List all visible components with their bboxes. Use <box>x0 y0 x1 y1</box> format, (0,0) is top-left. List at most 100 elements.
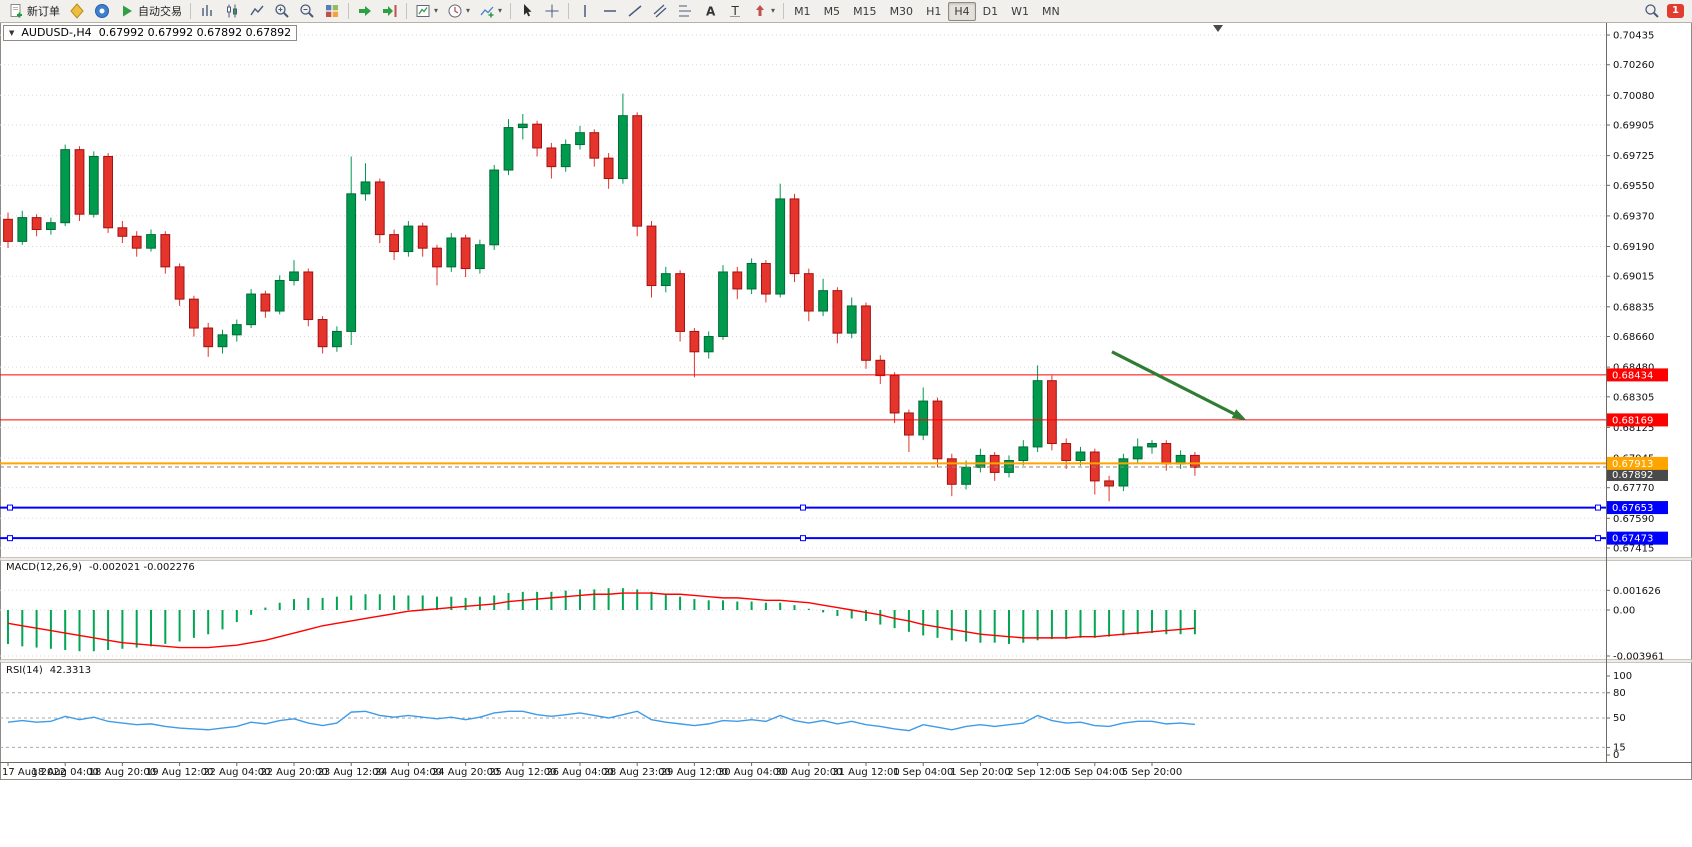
crosshair-button[interactable] <box>540 2 564 21</box>
level-price-text: 0.68434 <box>1612 370 1653 381</box>
svg-text:A: A <box>706 5 716 19</box>
timeframe-d1-button[interactable]: D1 <box>977 2 1004 21</box>
candle <box>360 181 371 195</box>
channel-button[interactable] <box>648 2 672 21</box>
new-chart-button[interactable]: ▾ <box>411 2 442 21</box>
time-axis-label: 5 Sep 20:00 <box>1122 767 1182 778</box>
bar-chart-button[interactable] <box>195 2 219 21</box>
vertical-line-button[interactable] <box>573 2 597 21</box>
candle <box>1075 451 1086 462</box>
timeframe-w1-button[interactable]: W1 <box>1005 2 1035 21</box>
current-price-text: 0.67892 <box>1612 470 1653 481</box>
price-tick-label: 0.69725 <box>1613 151 1654 162</box>
candle <box>374 181 385 236</box>
chart-shift-button[interactable] <box>378 2 402 21</box>
dropdown-arrow-icon: ▾ <box>771 6 776 15</box>
price-tick-label: 0.68660 <box>1613 332 1654 343</box>
new-chart-icon <box>416 5 430 17</box>
trend-arrow-head[interactable] <box>1231 409 1247 421</box>
line-handle[interactable] <box>7 535 13 542</box>
community-button[interactable] <box>90 2 114 21</box>
cursor-button[interactable] <box>515 2 539 21</box>
time-axis-label: 29 Aug 12:00 <box>661 767 728 778</box>
chart-shift-marker[interactable] <box>1213 25 1223 32</box>
trendline-button[interactable] <box>623 2 647 21</box>
zoom-in-button[interactable] <box>270 2 294 21</box>
timeframe-m15-button[interactable]: M15 <box>847 2 883 21</box>
candles <box>3 93 1200 502</box>
timeframe-m5-button[interactable]: M5 <box>818 2 847 21</box>
line-handle[interactable] <box>800 535 806 542</box>
time-axis-label: 30 Aug 20:00 <box>775 767 842 778</box>
new-order-button[interactable]: 新订单 <box>4 2 64 21</box>
autotrading-button[interactable]: 自动交易 <box>115 2 186 21</box>
profiles-button[interactable]: ▾ <box>443 2 474 21</box>
candle <box>732 271 743 290</box>
level-price-label <box>1606 531 1668 545</box>
candle <box>1104 480 1114 487</box>
timeframe-h4-button[interactable]: H4 <box>948 1 976 21</box>
time-axis-label: 24 Aug 20:00 <box>432 767 499 778</box>
level-price-label <box>1606 413 1668 427</box>
timeframe-mn-button[interactable]: MN <box>1036 2 1066 21</box>
line-handle[interactable] <box>1595 504 1601 511</box>
search-button[interactable] <box>1640 2 1664 21</box>
candle <box>789 198 800 275</box>
candle <box>17 217 28 242</box>
candle <box>103 155 113 229</box>
panel-separator[interactable] <box>0 659 1692 663</box>
candle <box>203 327 214 348</box>
candle <box>803 273 814 312</box>
horizontal-line-button[interactable] <box>598 2 622 21</box>
candle <box>660 273 671 287</box>
auto-scroll-button[interactable] <box>353 2 377 21</box>
candle <box>675 273 686 332</box>
zoom-out-button[interactable] <box>295 2 319 21</box>
panel-separator[interactable] <box>0 557 1692 561</box>
macd-tick-label: 0.00 <box>1613 606 1635 617</box>
candle <box>1190 454 1200 468</box>
toolbar: 新订单 自动交易 <box>0 0 1692 23</box>
text-label-button[interactable]: T <box>723 2 747 21</box>
cursor-icon <box>524 4 532 17</box>
line-handle[interactable] <box>7 504 13 511</box>
trend-arrow-line[interactable] <box>1111 350 1235 416</box>
candle <box>1132 446 1143 460</box>
line-handle[interactable] <box>1595 535 1601 542</box>
chart-title-box: ▼ AUDUSD-,H4 0.67992 0.67992 0.67892 0.6… <box>3 25 298 41</box>
price-tick-label: 0.67415 <box>1613 544 1654 555</box>
line-chart-button[interactable] <box>245 2 269 21</box>
symbol-dropdown-icon[interactable]: ▼ <box>9 29 15 37</box>
new-order-icon <box>10 4 22 18</box>
notification-badge[interactable]: 1 <box>1667 4 1684 18</box>
tile-windows-button[interactable] <box>320 2 344 21</box>
candle <box>632 115 643 227</box>
price-tick-label: 0.69550 <box>1613 181 1654 192</box>
price-tick-label: 0.67770 <box>1613 483 1654 494</box>
candle <box>503 127 514 171</box>
candle <box>189 298 199 329</box>
candle <box>746 262 757 290</box>
candlestick-button[interactable] <box>220 2 244 21</box>
line-handle[interactable] <box>800 504 806 511</box>
time-axis-label: 18 Aug 04:00 <box>31 767 98 778</box>
indicators-icon <box>480 6 494 18</box>
indicators-button[interactable]: ▾ <box>475 2 506 21</box>
candle <box>904 412 914 436</box>
candle <box>289 271 299 281</box>
timeframe-m30-button[interactable]: M30 <box>884 2 920 21</box>
timeframe-m1-button[interactable]: M1 <box>788 2 817 21</box>
text-button[interactable]: A <box>698 2 722 21</box>
tile-windows-icon <box>326 5 338 17</box>
fibonacci-button[interactable] <box>673 2 697 21</box>
candle <box>1061 443 1072 462</box>
mql5-button[interactable] <box>65 2 89 21</box>
macd-histogram <box>7 588 1196 652</box>
candle <box>861 305 871 361</box>
time-axis-label: 2 Sep 12:00 <box>1007 767 1067 778</box>
macd-tick-label: 0.001626 <box>1613 586 1661 597</box>
timeframe-h1-button[interactable]: H1 <box>920 2 947 21</box>
dropdown-arrow-icon: ▾ <box>434 6 439 15</box>
arrows-button[interactable]: ▾ <box>748 2 779 21</box>
